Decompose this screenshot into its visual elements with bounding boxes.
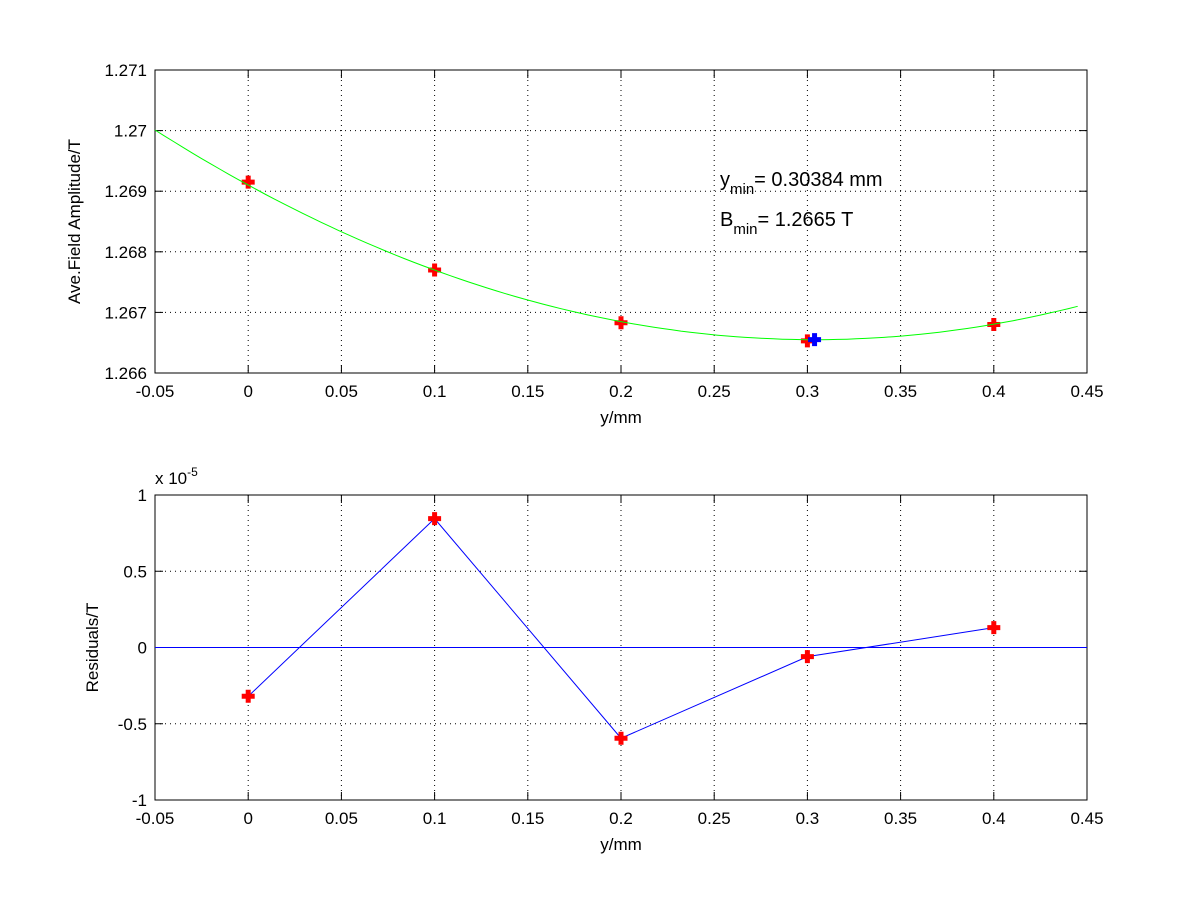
annotation-sub: min: [733, 221, 757, 238]
axes-box: [154, 69, 1088, 374]
y-axis-label: Residuals/T: [83, 603, 102, 693]
y-tick-label: 0.5: [123, 562, 147, 581]
y-tick-label: 1: [138, 486, 147, 505]
x-tick-label: -0.05: [136, 382, 175, 401]
axes-2: -0.05 0 0.05 0.1 0.15 0.2 0.25 0.3 0.35 0.4 0.45 -1…: [83, 465, 1104, 854]
x-tick-label: 0.15: [511, 382, 544, 401]
x-tick-label: 0.05: [325, 382, 358, 401]
axes-1: -0.05 0 0.05 0.1 0.15 0.2 0.25 0.3 0.35 0.4 0.45 1.…: [65, 61, 1104, 427]
x-tick-label: 0.35: [884, 809, 917, 828]
residual-point: [241, 689, 255, 703]
y-tick-label: 1.271: [104, 61, 147, 80]
x-tick-label: 0.45: [1070, 382, 1103, 401]
x-tick-label: 0.45: [1070, 809, 1103, 828]
x-tick-label: 0.35: [884, 382, 917, 401]
annotation-value: = 1.2665 T: [758, 209, 854, 231]
x-tick-label: 0.05: [325, 809, 358, 828]
data-point: [241, 175, 255, 189]
x-tick-label: 0.3: [796, 382, 820, 401]
scale-base: x 10: [155, 469, 187, 488]
x-tick-label: 0.3: [796, 809, 820, 828]
x-tick-label: 0.25: [698, 809, 731, 828]
x-tick-label: 0.2: [609, 382, 633, 401]
annotation-main: B: [720, 209, 733, 231]
x-tick-label: 0.25: [698, 382, 731, 401]
residual-point: [614, 731, 628, 745]
annotation-value: = 0.30384 mm: [754, 169, 882, 191]
annotation: Bmin= 1.2665 T: [720, 209, 853, 238]
fit-curve: [154, 129, 1078, 341]
y-tick-label: 0: [138, 639, 147, 658]
x-axis-label: y/mm: [600, 835, 642, 854]
residual-point: [428, 512, 442, 526]
y-tick-label: 1.267: [104, 303, 147, 322]
x-tick-label: -0.05: [136, 809, 175, 828]
minimum-point: [808, 333, 822, 347]
x-tick-label: 0.1: [423, 382, 447, 401]
x-axis-label: y/mm: [600, 408, 642, 427]
scale-exponent: -5: [187, 465, 198, 479]
y-tick-label: 1.266: [104, 364, 147, 383]
x-tick-label: 0.4: [982, 809, 1006, 828]
residual-point: [987, 621, 1001, 635]
residual-point: [800, 650, 814, 664]
x-tick-label: 0.4: [982, 382, 1006, 401]
annotation-main: y: [720, 169, 730, 191]
y-tick-label: 1.269: [104, 182, 147, 201]
y-axis-label: Ave.Field Amplitude/T: [65, 139, 84, 304]
x-tick-label: 0.2: [609, 809, 633, 828]
y-tick-label: -1: [132, 791, 147, 810]
annotation: ymin= 0.30384 mm: [720, 169, 883, 198]
x-tick-label: 0.15: [511, 809, 544, 828]
y-scale-label: x 10-5: [155, 465, 198, 488]
x-tick-label: 0: [243, 809, 252, 828]
y-tick-label: 1.268: [104, 243, 147, 262]
annotation-sub: min: [730, 181, 754, 198]
y-tick-label: 1.27: [114, 122, 147, 141]
x-tick-label: 0.1: [423, 809, 447, 828]
y-tick-label: -0.5: [118, 715, 147, 734]
x-tick-label: 0: [243, 382, 252, 401]
